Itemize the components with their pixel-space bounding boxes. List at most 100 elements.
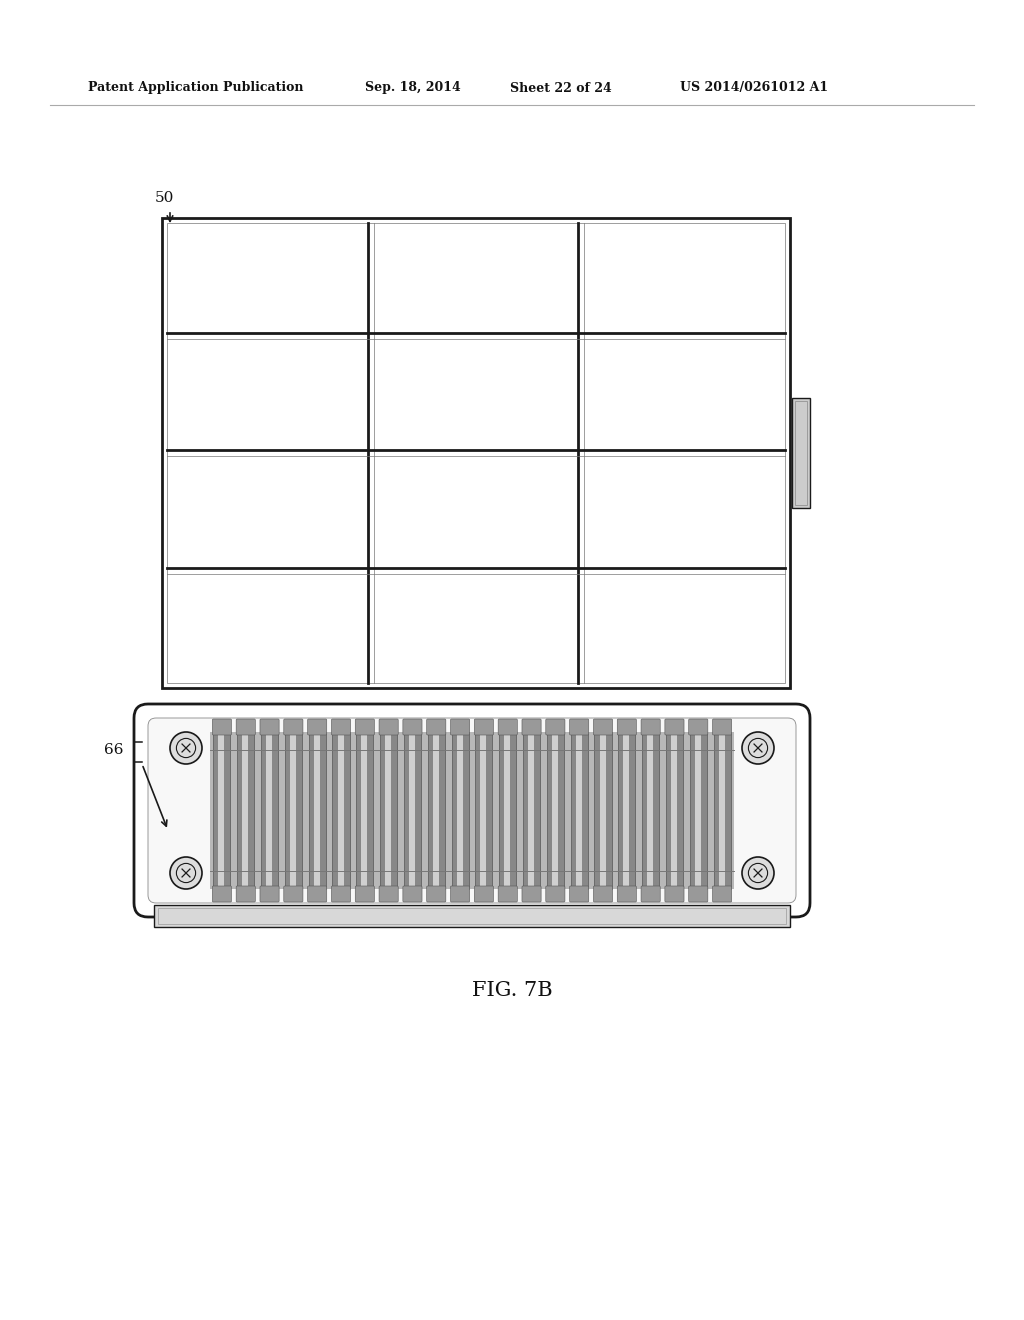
Bar: [167, 223, 785, 682]
FancyBboxPatch shape: [148, 718, 796, 903]
Bar: [642, 733, 659, 888]
Circle shape: [742, 857, 774, 888]
FancyBboxPatch shape: [546, 886, 565, 902]
Bar: [385, 734, 391, 887]
Bar: [575, 734, 582, 887]
Text: 50: 50: [155, 191, 174, 205]
FancyBboxPatch shape: [237, 719, 255, 735]
Bar: [671, 734, 677, 887]
Bar: [403, 733, 421, 888]
FancyBboxPatch shape: [307, 719, 327, 735]
FancyBboxPatch shape: [689, 886, 708, 902]
Bar: [333, 733, 349, 888]
Bar: [547, 733, 564, 888]
FancyBboxPatch shape: [134, 704, 810, 917]
FancyBboxPatch shape: [355, 719, 375, 735]
FancyBboxPatch shape: [451, 886, 470, 902]
Bar: [213, 733, 230, 888]
Bar: [162, 218, 790, 688]
FancyBboxPatch shape: [427, 886, 445, 902]
Text: Patent Application Publication: Patent Application Publication: [88, 82, 303, 95]
Bar: [338, 734, 344, 887]
FancyBboxPatch shape: [284, 886, 303, 902]
Bar: [600, 734, 605, 887]
Bar: [499, 733, 516, 888]
Bar: [475, 733, 493, 888]
Circle shape: [170, 857, 202, 888]
FancyBboxPatch shape: [713, 719, 732, 735]
Bar: [285, 733, 302, 888]
Bar: [719, 734, 725, 887]
Bar: [308, 733, 326, 888]
FancyBboxPatch shape: [569, 886, 589, 902]
Circle shape: [170, 733, 202, 764]
Bar: [695, 734, 700, 887]
Text: Sheet 22 of 24: Sheet 22 of 24: [510, 82, 611, 95]
Bar: [714, 733, 731, 888]
Bar: [313, 734, 319, 887]
FancyBboxPatch shape: [379, 719, 398, 735]
FancyBboxPatch shape: [474, 719, 494, 735]
Bar: [523, 733, 540, 888]
FancyBboxPatch shape: [379, 886, 398, 902]
Bar: [594, 733, 611, 888]
FancyBboxPatch shape: [332, 719, 350, 735]
FancyBboxPatch shape: [641, 719, 660, 735]
FancyBboxPatch shape: [355, 886, 375, 902]
Bar: [158, 908, 786, 924]
Bar: [795, 401, 807, 506]
Bar: [409, 734, 415, 887]
Bar: [504, 734, 510, 887]
FancyBboxPatch shape: [594, 719, 612, 735]
FancyBboxPatch shape: [260, 719, 280, 735]
Bar: [792, 399, 810, 508]
Bar: [433, 734, 439, 887]
Bar: [356, 733, 374, 888]
Bar: [266, 734, 272, 887]
Bar: [361, 734, 368, 887]
FancyBboxPatch shape: [307, 886, 327, 902]
Bar: [624, 734, 630, 887]
FancyBboxPatch shape: [474, 886, 494, 902]
FancyBboxPatch shape: [498, 719, 517, 735]
Bar: [452, 733, 469, 888]
FancyBboxPatch shape: [522, 886, 541, 902]
Bar: [528, 734, 535, 887]
FancyBboxPatch shape: [522, 719, 541, 735]
FancyBboxPatch shape: [212, 719, 231, 735]
Text: FIG. 7B: FIG. 7B: [472, 981, 552, 999]
FancyBboxPatch shape: [284, 719, 303, 735]
Bar: [210, 733, 734, 888]
FancyBboxPatch shape: [665, 886, 684, 902]
Bar: [380, 733, 397, 888]
FancyBboxPatch shape: [689, 719, 708, 735]
Bar: [457, 734, 463, 887]
FancyBboxPatch shape: [641, 886, 660, 902]
FancyBboxPatch shape: [594, 886, 612, 902]
Circle shape: [742, 733, 774, 764]
FancyBboxPatch shape: [617, 886, 636, 902]
FancyBboxPatch shape: [212, 886, 231, 902]
Bar: [647, 734, 653, 887]
Text: US 2014/0261012 A1: US 2014/0261012 A1: [680, 82, 828, 95]
FancyBboxPatch shape: [402, 886, 422, 902]
Bar: [238, 733, 254, 888]
FancyBboxPatch shape: [451, 719, 470, 735]
FancyBboxPatch shape: [617, 719, 636, 735]
Bar: [218, 734, 224, 887]
FancyBboxPatch shape: [332, 886, 350, 902]
Bar: [261, 733, 279, 888]
Bar: [618, 733, 636, 888]
FancyBboxPatch shape: [498, 886, 517, 902]
Bar: [290, 734, 296, 887]
Bar: [428, 733, 444, 888]
Bar: [552, 734, 558, 887]
Bar: [154, 906, 790, 927]
Bar: [243, 734, 248, 887]
Bar: [690, 733, 707, 888]
Bar: [666, 733, 683, 888]
FancyBboxPatch shape: [260, 886, 280, 902]
FancyBboxPatch shape: [237, 886, 255, 902]
FancyBboxPatch shape: [713, 886, 732, 902]
Bar: [570, 733, 588, 888]
